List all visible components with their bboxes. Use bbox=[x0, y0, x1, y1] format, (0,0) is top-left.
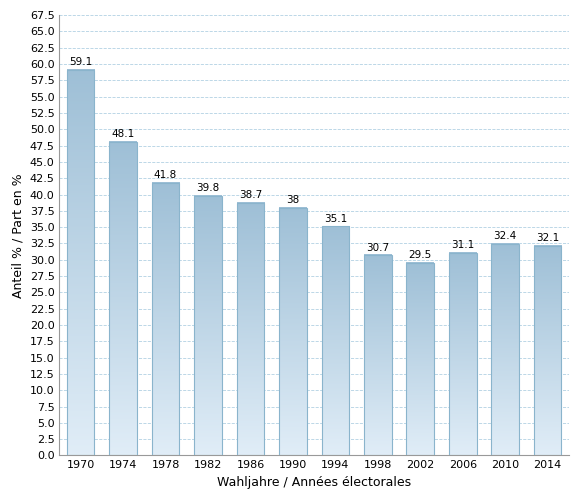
Bar bbox=[449, 252, 477, 456]
Text: 30.7: 30.7 bbox=[366, 242, 389, 252]
Text: 39.8: 39.8 bbox=[197, 183, 220, 193]
X-axis label: Wahljahre / Années électorales: Wahljahre / Années électorales bbox=[217, 476, 411, 489]
Text: 41.8: 41.8 bbox=[154, 170, 177, 180]
Bar bbox=[321, 226, 349, 456]
Y-axis label: Anteil % / Part en %: Anteil % / Part en % bbox=[11, 173, 24, 298]
Text: 29.5: 29.5 bbox=[409, 250, 432, 260]
Bar bbox=[279, 208, 307, 456]
Text: 38.7: 38.7 bbox=[239, 190, 262, 200]
Bar bbox=[237, 203, 264, 456]
Text: 35.1: 35.1 bbox=[324, 214, 347, 224]
Text: 31.1: 31.1 bbox=[451, 240, 474, 250]
Text: 48.1: 48.1 bbox=[111, 129, 135, 139]
Bar bbox=[67, 70, 95, 456]
Bar bbox=[152, 183, 179, 456]
Bar bbox=[364, 255, 392, 456]
Bar bbox=[491, 244, 519, 456]
Text: 32.4: 32.4 bbox=[494, 232, 517, 241]
Bar bbox=[194, 196, 222, 456]
Text: 59.1: 59.1 bbox=[69, 58, 92, 68]
Bar bbox=[407, 263, 434, 456]
Text: 38: 38 bbox=[287, 195, 299, 205]
Text: 32.1: 32.1 bbox=[536, 234, 559, 243]
Bar bbox=[534, 246, 561, 456]
Bar bbox=[109, 142, 137, 456]
